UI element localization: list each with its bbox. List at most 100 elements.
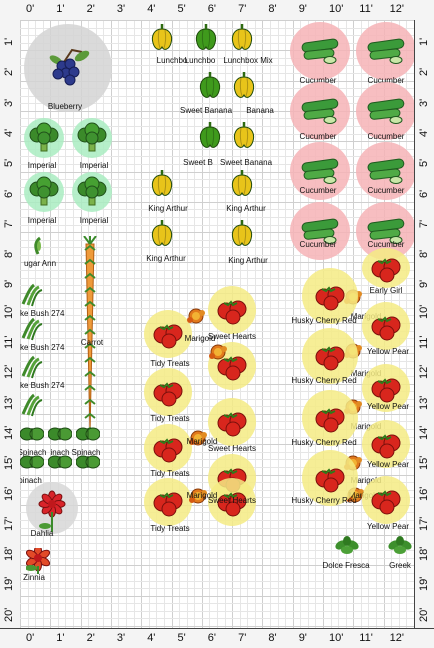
plant-husky-cherry-red[interactable] (302, 268, 358, 324)
plant-sweet-banana[interactable] (192, 68, 228, 102)
plant-imperial[interactable] (24, 118, 64, 158)
grid-line (20, 398, 414, 400)
plant-marigold[interactable] (188, 428, 208, 448)
plant-spinach[interactable] (20, 452, 45, 470)
plant-tidy-treats[interactable] (144, 368, 192, 416)
plant-label: Cucumber (367, 132, 405, 141)
plant-marigold[interactable] (186, 306, 206, 326)
plant-dolce-fresca[interactable] (334, 536, 360, 558)
plant-spinach[interactable] (75, 424, 101, 442)
plant-label: Sweet Hearts (207, 332, 257, 341)
plant-label: Marigold (350, 476, 382, 485)
plant-cucumber[interactable] (356, 82, 414, 140)
ruler-tick-label: 14' (418, 425, 430, 440)
ruler-tick-label: 1' (56, 3, 65, 15)
plant-sweet-hearts[interactable] (208, 398, 256, 446)
grid-line (20, 338, 414, 340)
plant-husky-cherry-red[interactable] (302, 450, 358, 506)
plant-king-arthur[interactable] (224, 166, 260, 200)
plant-yellow-pear[interactable] (362, 476, 410, 524)
plant-imperial[interactable] (24, 172, 64, 212)
plant-lunchbox-mix[interactable] (224, 20, 260, 54)
plant-sweet-hearts[interactable] (208, 478, 256, 526)
plant-blue-lake-bush-274[interactable] (20, 392, 46, 418)
tomato-icon (144, 424, 192, 477)
plant-spinach[interactable] (47, 452, 73, 470)
plant-imperial[interactable] (72, 118, 112, 158)
plant-blueberry[interactable] (24, 24, 112, 112)
tomato-icon (144, 368, 192, 421)
grid-line (118, 20, 120, 628)
plant-lunchbox[interactable] (144, 20, 180, 54)
grid-line (20, 565, 414, 567)
plant-greek[interactable] (388, 536, 412, 558)
plant-label: Sweet B (183, 158, 213, 167)
tomato-icon (302, 450, 358, 511)
plant-sweet-banana[interactable] (226, 68, 262, 102)
plant-sweet-hearts[interactable] (208, 342, 256, 390)
spinach-icon (20, 424, 45, 447)
plant-husky-cherry-red[interactable] (302, 328, 358, 384)
plant-cucumber[interactable] (290, 82, 350, 140)
tomato-icon (208, 478, 256, 531)
plant-imperial[interactable] (72, 172, 112, 212)
plant-spinach[interactable] (20, 424, 45, 442)
ruler-tick-label: 18' (3, 546, 15, 562)
plant-tidy-treats[interactable] (144, 478, 192, 526)
tomato-icon (362, 420, 410, 473)
grid-line (95, 20, 97, 628)
plant-label: Banana (246, 106, 274, 115)
plant-blue-lake-bush-274[interactable] (20, 354, 46, 380)
grid-line (20, 572, 414, 574)
plant-cucumber[interactable] (290, 22, 350, 80)
plant-sweet-banana[interactable] (226, 118, 262, 152)
grid-line (20, 588, 414, 590)
plant-sweet-banana[interactable] (192, 118, 228, 152)
plant-blue-lake-bush-274[interactable] (20, 316, 46, 342)
plant-label: Yellow Pear (367, 460, 409, 469)
ruler-tick-label: 4' (3, 128, 15, 137)
grid-line (20, 444, 414, 446)
plant-label: Tidy Treats (150, 524, 190, 533)
garden-bed[interactable]: Blueberry Imperial Imperial Imperial Imp… (20, 20, 414, 628)
grid-line (20, 451, 414, 453)
cucumber-icon (356, 22, 414, 85)
plant-zinnia[interactable] (25, 544, 51, 576)
bean-icon (20, 316, 46, 347)
plant-cucumber[interactable] (356, 22, 414, 80)
plant-marigold[interactable] (188, 486, 208, 506)
plant-label: ake Bush 274 (20, 309, 65, 318)
plant-king-arthur[interactable] (144, 166, 180, 200)
plant-marigold[interactable] (208, 342, 228, 362)
plant-blue-lake-bush-274[interactable] (20, 282, 46, 308)
tomato-icon (144, 310, 192, 363)
plant-sugar-ann[interactable] (30, 236, 46, 256)
ruler-tick-label: 8' (268, 632, 277, 644)
ruler-tick-label: 19' (3, 577, 15, 592)
plant-label: pinach (20, 476, 42, 485)
plant-spinach[interactable] (47, 424, 73, 442)
plant-yellow-pear[interactable] (362, 364, 410, 412)
plant-tidy-treats[interactable] (144, 424, 192, 472)
plant-cucumber[interactable] (356, 142, 414, 200)
plant-early-girl[interactable] (362, 248, 410, 288)
plant-king-arthur[interactable] (224, 216, 260, 250)
plant-yellow-pear[interactable] (362, 302, 410, 350)
grid-line (20, 239, 414, 241)
plant-cucumber[interactable] (290, 202, 350, 260)
plant-spinach[interactable] (75, 452, 101, 470)
plant-dahlia[interactable] (26, 482, 78, 534)
grid-line (20, 186, 414, 188)
plant-lunchbox[interactable] (188, 20, 224, 54)
grid-line (254, 20, 256, 628)
plant-cucumber[interactable] (290, 142, 350, 200)
plant-king-arthur[interactable] (144, 216, 180, 250)
grid-line (20, 557, 414, 559)
plant-husky-cherry-red[interactable] (302, 390, 358, 446)
plant-tidy-treats[interactable] (144, 310, 192, 358)
plant-carrot[interactable] (80, 235, 100, 436)
plant-sweet-hearts[interactable] (208, 286, 256, 334)
ruler-tick-label: 6' (3, 189, 15, 198)
plant-yellow-pear[interactable] (362, 420, 410, 468)
